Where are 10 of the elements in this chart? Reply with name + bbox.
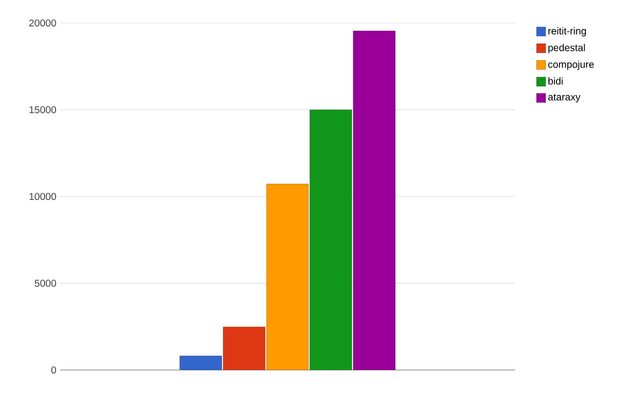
legend-label: compojure bbox=[548, 60, 594, 70]
y-tick-label: 20000 bbox=[29, 19, 56, 27]
legend-label: bidi bbox=[548, 77, 563, 85]
legend-label: reitit-ring bbox=[548, 27, 586, 36]
y-tick-label: 0 bbox=[51, 366, 56, 374]
legend-label: ataraxy bbox=[548, 94, 580, 102]
y-tick-label: 10000 bbox=[30, 192, 56, 200]
y-tick-label: 15000 bbox=[30, 106, 56, 114]
legend-label: pedestal bbox=[548, 44, 585, 54]
y-tick-label: 5000 bbox=[34, 280, 56, 287]
